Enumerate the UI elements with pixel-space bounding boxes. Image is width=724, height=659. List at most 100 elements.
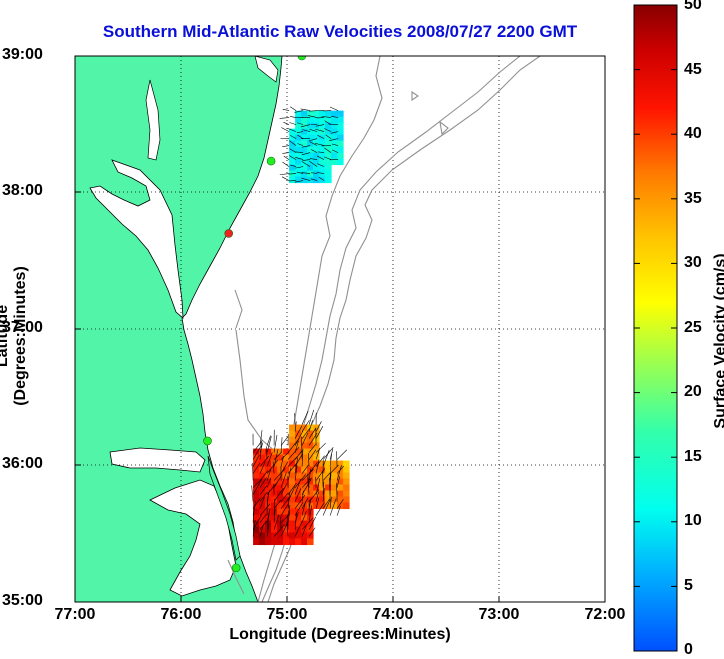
velocity-cell	[307, 490, 314, 498]
velocity-cell	[289, 158, 296, 166]
velocity-cell	[331, 128, 338, 136]
velocity-arrow	[259, 461, 266, 474]
velocity-arrow	[280, 455, 284, 467]
velocity-arrow	[295, 157, 304, 160]
velocity-cell	[337, 134, 344, 142]
colorbar-tick-label: 45	[684, 61, 702, 78]
velocity-arrow	[289, 122, 297, 125]
velocity-cell	[283, 532, 290, 540]
velocity-cell	[337, 110, 344, 118]
velocity-arrow	[309, 110, 318, 112]
velocity-cell	[265, 472, 272, 480]
velocity-arrow	[300, 108, 311, 111]
velocity-arrow	[289, 140, 297, 146]
velocity-cell	[325, 110, 332, 118]
velocity-cell	[259, 538, 266, 546]
velocity-cell	[295, 158, 302, 166]
velocity-cell	[337, 140, 344, 148]
velocity-cell	[307, 442, 314, 450]
velocity-cell	[343, 460, 350, 468]
velocity-cell	[307, 526, 314, 534]
velocity-cell	[307, 520, 314, 528]
velocity-cell	[289, 430, 296, 438]
velocity-cell	[307, 176, 314, 184]
velocity-arrow	[252, 462, 254, 481]
velocity-arrow	[280, 522, 288, 537]
velocity-arrow	[322, 499, 331, 516]
outer-banks	[207, 455, 241, 561]
velocity-arrow	[308, 427, 317, 439]
velocity-cell	[301, 484, 308, 492]
velocity-arrow	[290, 135, 297, 139]
velocity-arrow	[331, 116, 339, 118]
velocity-arrow	[301, 517, 314, 530]
velocity-cell	[307, 122, 314, 130]
velocity-cell	[301, 442, 308, 450]
velocity-cell	[289, 436, 296, 444]
velocity-arrow	[280, 472, 287, 488]
velocity-cell	[295, 496, 302, 504]
velocity-arrow	[283, 122, 290, 125]
velocity-arrow	[287, 128, 297, 132]
velocity-cell	[253, 526, 260, 534]
velocity-arrow	[294, 512, 298, 530]
velocity-cell	[319, 466, 326, 474]
velocity-cell	[277, 532, 284, 540]
velocity-arrow	[309, 129, 318, 132]
velocity-cell	[301, 430, 308, 438]
velocity-cell	[307, 134, 314, 142]
velocity-cell	[289, 454, 296, 462]
velocity-cell	[289, 134, 296, 142]
velocity-cell	[271, 466, 278, 474]
colorbar	[633, 4, 678, 652]
velocity-cell	[253, 502, 260, 510]
colorbar-tick-label: 15	[684, 448, 702, 465]
velocity-arrow	[266, 523, 270, 537]
velocity-cell	[259, 514, 266, 522]
velocity-cell	[265, 484, 272, 492]
velocity-cell	[331, 490, 338, 498]
velocity-cell	[277, 448, 284, 456]
velocity-arrow	[315, 442, 326, 453]
radar-station-marker	[231, 563, 241, 573]
velocity-cell	[289, 146, 296, 154]
velocity-arrow	[322, 487, 325, 502]
velocity-arrow	[302, 129, 311, 132]
velocity-arrow	[280, 502, 290, 516]
velocity-cell	[283, 448, 290, 456]
velocity-cell	[259, 472, 266, 480]
velocity-arrow	[289, 116, 297, 118]
velocity-cell	[295, 116, 302, 124]
velocity-arrow	[259, 496, 265, 509]
velocity-cell	[295, 478, 302, 486]
velocity-arrow	[297, 122, 304, 125]
velocity-cell	[325, 122, 332, 130]
velocity-cell	[295, 508, 302, 516]
velocity-arrow	[281, 176, 290, 181]
velocity-arrow	[282, 161, 290, 167]
velocity-arrow	[266, 436, 272, 453]
velocity-cell	[295, 538, 302, 546]
velocity-arrow	[324, 156, 332, 160]
velocity-cell	[277, 496, 284, 504]
velocity-arrow	[307, 453, 310, 467]
velocity-arrow	[273, 508, 276, 523]
velocity-cell	[313, 116, 320, 124]
velocity-arrow	[266, 477, 272, 488]
velocity-arrow	[301, 464, 309, 474]
velocity-cell	[295, 484, 302, 492]
velocity-arrow	[324, 147, 332, 153]
velocity-arrow	[336, 464, 342, 481]
velocity-arrow	[259, 485, 268, 495]
velocity-arrow	[301, 477, 312, 488]
velocity-cell	[295, 448, 302, 456]
axis-ticks	[75, 191, 500, 602]
velocity-cell	[337, 502, 344, 510]
velocity-cell	[289, 508, 296, 516]
velocity-arrow	[252, 445, 262, 460]
velocity-field-north	[279, 106, 344, 184]
velocity-cell	[301, 454, 308, 462]
velocity-arrow	[265, 446, 268, 460]
velocity-cell	[277, 454, 284, 462]
velocity-cell	[319, 484, 326, 492]
